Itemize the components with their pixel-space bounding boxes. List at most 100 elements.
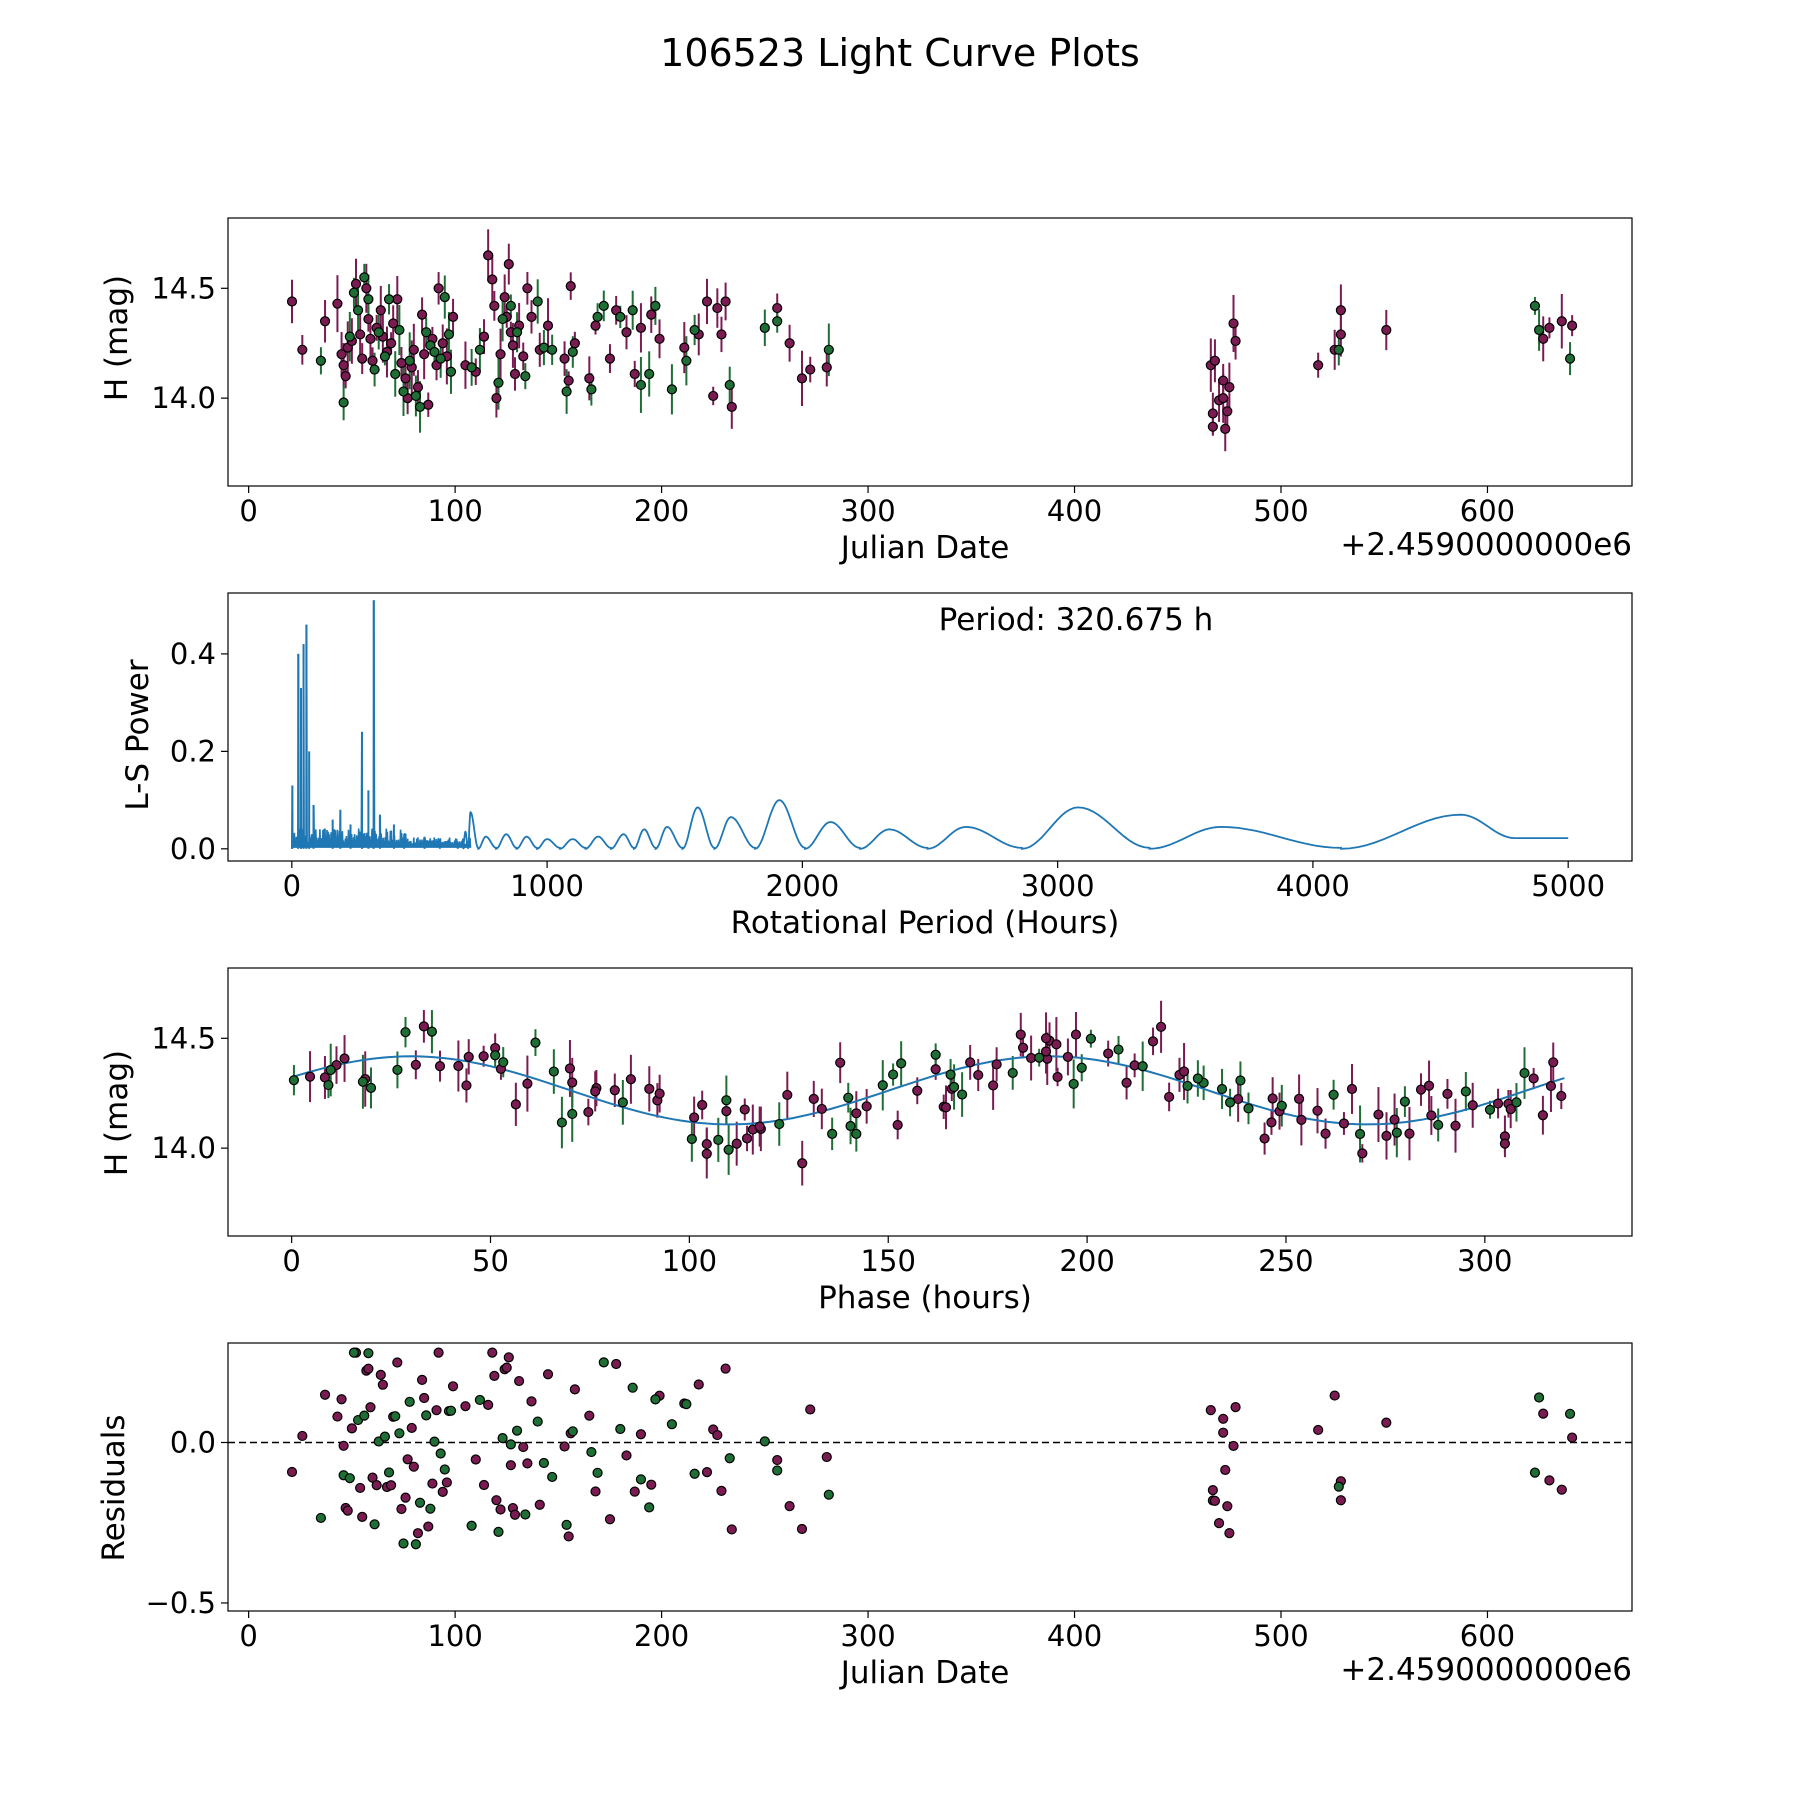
residual-point — [466, 1520, 477, 1531]
lightcurve-point — [701, 296, 713, 307]
residual-point — [363, 1363, 374, 1374]
phased-point — [1051, 1039, 1062, 1050]
residual-point — [487, 1347, 498, 1358]
residual-point — [720, 1363, 731, 1374]
lightcurve-point — [724, 379, 735, 391]
lightcurve-point — [414, 401, 426, 413]
residual-point — [1313, 1424, 1324, 1436]
residual-point — [509, 1509, 521, 1520]
lightcurve-point — [526, 311, 537, 322]
phased-point — [644, 1083, 655, 1094]
residual-point — [439, 1464, 450, 1475]
lightcurve-point — [478, 331, 490, 342]
residual-point — [511, 1425, 523, 1436]
phased-point — [426, 1026, 438, 1037]
residuals-xtick-label: 300 — [840, 1619, 895, 1653]
residual-point — [355, 1482, 366, 1494]
residual-point — [297, 1430, 308, 1442]
phased-ytick-label: 14.5 — [151, 1021, 216, 1055]
lightcurve-point — [421, 327, 432, 338]
phased-point — [1433, 1119, 1444, 1131]
phased-point — [721, 1105, 732, 1117]
residual-point — [821, 1451, 832, 1463]
phased-point — [686, 1133, 697, 1145]
lightcurve-point — [332, 298, 343, 309]
phased-point — [1296, 1114, 1307, 1125]
residual-point — [375, 1369, 386, 1380]
lightcurve-point — [419, 349, 430, 360]
phased-point — [731, 1138, 742, 1149]
lightcurve-xtick-label: 0 — [239, 494, 257, 528]
lightcurve-point — [666, 384, 678, 395]
lightcurve-xtick-label: 200 — [634, 494, 689, 528]
phased-point — [948, 1081, 960, 1093]
phased-point — [1548, 1057, 1559, 1068]
lightcurve-point — [319, 316, 331, 327]
periodogram-frame — [227, 592, 1633, 862]
residual-point — [724, 1453, 735, 1464]
lightcurve-point — [604, 353, 616, 364]
residual-point — [518, 1441, 529, 1453]
lightcurve-point — [297, 344, 308, 355]
phased-point — [697, 1099, 708, 1111]
phased-point — [400, 1027, 411, 1038]
phased-point — [1519, 1067, 1530, 1079]
phased-point — [304, 1071, 316, 1082]
residual-point — [712, 1429, 723, 1441]
residual-point — [526, 1396, 537, 1407]
phased-point — [567, 1077, 578, 1088]
phased-point — [522, 1078, 533, 1089]
residual-point — [615, 1423, 626, 1435]
lightcurve-point — [433, 283, 444, 294]
residual-point — [823, 1489, 834, 1500]
lightcurve-offset-label: +2.4590000000e6 — [1340, 527, 1632, 563]
phased-point — [721, 1095, 732, 1106]
lightcurve-point — [408, 344, 419, 355]
phased-point — [1467, 1100, 1478, 1111]
residuals-ylabel: Residuals — [96, 1414, 132, 1561]
residual-point — [400, 1492, 411, 1503]
lightcurve-xtick-label: 600 — [1460, 494, 1515, 528]
residual-point — [759, 1436, 770, 1447]
phased-point — [1040, 1033, 1052, 1044]
phased-point — [1137, 1061, 1148, 1072]
phased-point — [463, 1051, 474, 1062]
lightcurve-point — [1209, 355, 1221, 366]
phased-point — [323, 1079, 334, 1091]
lightcurve-xtick-label: 500 — [1253, 494, 1308, 528]
phased-point — [1537, 1110, 1549, 1121]
lightcurve-point — [598, 300, 609, 311]
lightcurve-point — [350, 278, 362, 290]
lightcurve-point — [491, 393, 502, 404]
phased-point — [991, 1059, 1002, 1070]
periodogram-xtick-label: 1000 — [510, 869, 584, 903]
lightcurve-point — [499, 291, 510, 303]
lightcurve-point — [1335, 329, 1346, 340]
residual-point — [1205, 1405, 1216, 1416]
residual-point — [1228, 1440, 1239, 1452]
residual-point — [644, 1502, 655, 1513]
phased-point — [1404, 1128, 1415, 1139]
lightcurve-point — [716, 329, 727, 340]
lightcurve-frame — [227, 217, 1633, 487]
lightcurve-point — [1313, 360, 1324, 371]
phased-xtick-label: 150 — [861, 1244, 916, 1278]
phased-xtick-label: 250 — [1258, 1244, 1313, 1278]
phased-point — [1450, 1120, 1461, 1131]
residuals-xtick-label: 0 — [239, 1619, 257, 1653]
lightcurve-point — [286, 296, 298, 307]
phased-point — [774, 1118, 785, 1130]
lightcurve-point — [390, 368, 401, 380]
lightcurve-point — [1567, 320, 1578, 331]
residual-point — [402, 1454, 413, 1465]
lightcurve-point — [590, 320, 601, 331]
residual-point — [421, 1410, 432, 1421]
phased-point — [782, 1089, 793, 1101]
lightcurve-point — [1335, 305, 1346, 316]
lightcurve-point — [367, 355, 378, 366]
lightcurve-xtick-label: 300 — [840, 494, 895, 528]
lightcurve-point — [679, 342, 690, 353]
phased-point — [1276, 1100, 1287, 1111]
phased-point — [1216, 1083, 1228, 1095]
residual-point — [1335, 1495, 1346, 1506]
